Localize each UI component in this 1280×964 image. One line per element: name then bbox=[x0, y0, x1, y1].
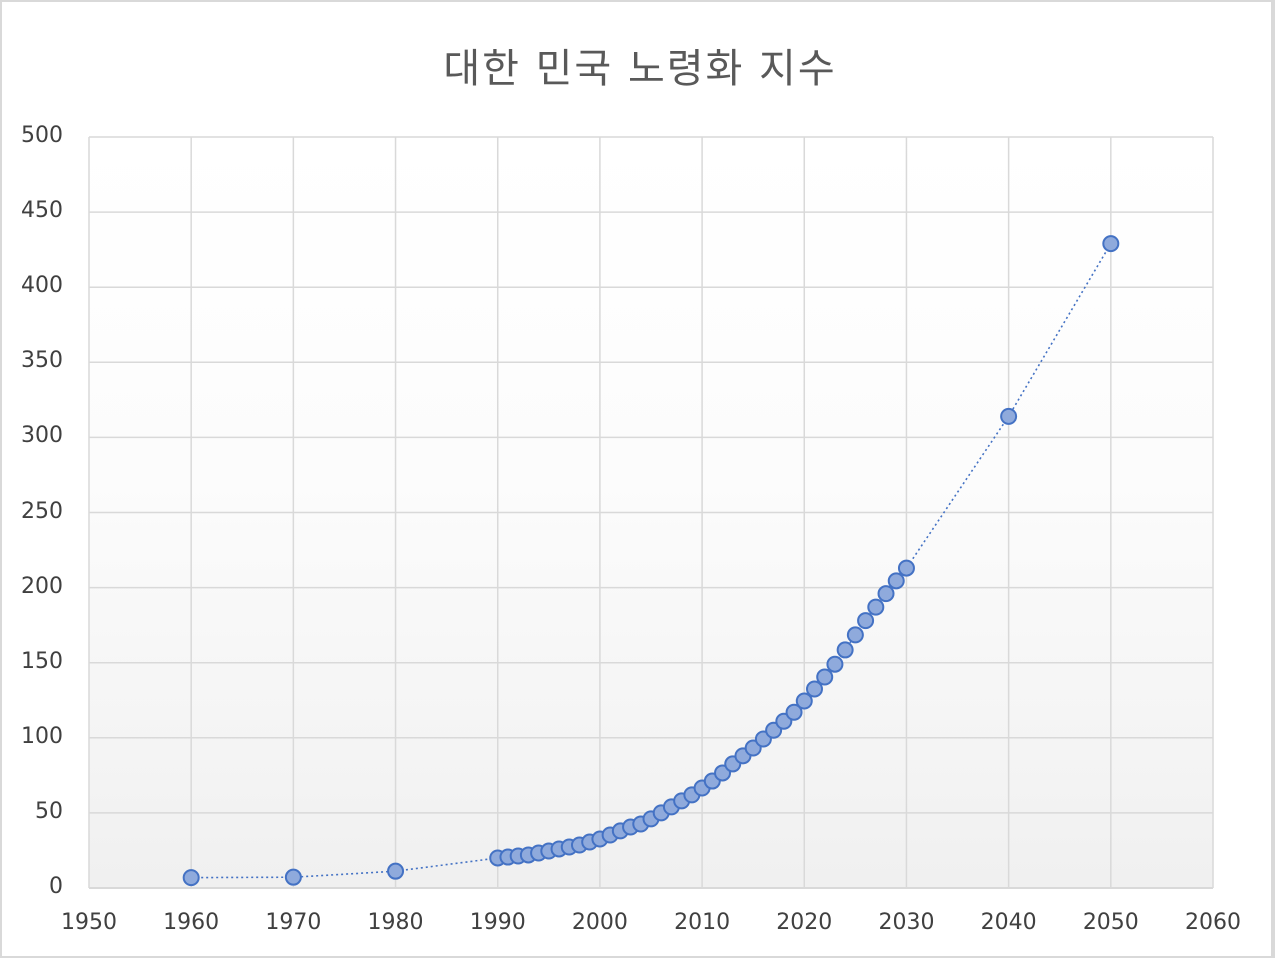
x-tick-label: 2050 bbox=[1082, 910, 1139, 935]
y-tick-label: 250 bbox=[21, 498, 63, 524]
data-point bbox=[857, 612, 875, 630]
data-point bbox=[805, 680, 823, 698]
chart-title: 대한 민국 노령화 지수 bbox=[443, 46, 837, 92]
data-point bbox=[816, 668, 834, 686]
data-point bbox=[867, 598, 885, 616]
data-point bbox=[284, 868, 302, 886]
data-point bbox=[785, 703, 803, 721]
x-tick-label: 2060 bbox=[1185, 910, 1241, 935]
gridlines bbox=[88, 136, 1214, 889]
x-tick-label: 1950 bbox=[61, 910, 117, 935]
x-tick-label: 2020 bbox=[776, 910, 833, 935]
x-tick-label: 2030 bbox=[878, 910, 935, 935]
data-point bbox=[1102, 235, 1120, 253]
x-tick-label: 2010 bbox=[674, 910, 731, 935]
x-tick-label: 2000 bbox=[571, 910, 628, 935]
x-tick-label: 1970 bbox=[265, 910, 322, 935]
series-markers bbox=[182, 235, 1120, 887]
x-tick-label: 1990 bbox=[469, 910, 526, 935]
data-point bbox=[846, 626, 864, 644]
y-tick-label: 0 bbox=[49, 874, 63, 899]
y-tick-label: 200 bbox=[21, 573, 63, 599]
data-point bbox=[1000, 407, 1018, 425]
y-tick-label: 450 bbox=[21, 198, 63, 224]
x-tick-label: 2040 bbox=[980, 910, 1037, 935]
data-point bbox=[182, 869, 200, 887]
y-tick-label: 50 bbox=[35, 798, 63, 824]
x-tick-label: 1980 bbox=[367, 910, 424, 935]
data-point bbox=[387, 862, 405, 880]
y-tick-label: 100 bbox=[21, 723, 63, 749]
y-tick-label: 350 bbox=[21, 348, 63, 374]
data-point bbox=[795, 692, 813, 710]
data-point bbox=[836, 641, 854, 659]
data-point bbox=[877, 585, 895, 603]
y-tick-label: 400 bbox=[21, 273, 63, 299]
x-tick-label: 1960 bbox=[163, 910, 220, 935]
y-tick-label: 150 bbox=[21, 648, 63, 674]
data-point bbox=[826, 655, 844, 673]
y-tick-label: 300 bbox=[21, 423, 63, 449]
y-tick-label: 500 bbox=[21, 123, 63, 148]
series-line bbox=[191, 243, 1112, 879]
data-point bbox=[897, 559, 915, 577]
data-point bbox=[887, 572, 905, 590]
